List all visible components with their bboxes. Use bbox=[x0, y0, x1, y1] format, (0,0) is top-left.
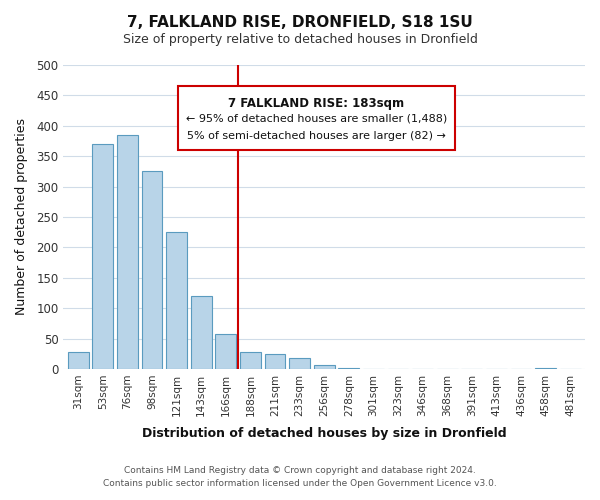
Bar bbox=[314, 366, 335, 369]
Bar bbox=[117, 135, 138, 369]
Bar bbox=[265, 354, 286, 369]
Bar bbox=[215, 334, 236, 369]
Bar bbox=[166, 232, 187, 369]
Bar bbox=[338, 368, 359, 369]
FancyBboxPatch shape bbox=[178, 86, 455, 150]
Text: 7 FALKLAND RISE: 183sqm: 7 FALKLAND RISE: 183sqm bbox=[229, 97, 404, 110]
Bar bbox=[142, 172, 163, 369]
Text: Contains HM Land Registry data © Crown copyright and database right 2024.
Contai: Contains HM Land Registry data © Crown c… bbox=[103, 466, 497, 487]
Bar bbox=[535, 368, 556, 369]
Text: 5% of semi-detached houses are larger (82) →: 5% of semi-detached houses are larger (8… bbox=[187, 132, 446, 141]
Y-axis label: Number of detached properties: Number of detached properties bbox=[15, 118, 28, 316]
Bar bbox=[92, 144, 113, 369]
Bar bbox=[289, 358, 310, 369]
Text: ← 95% of detached houses are smaller (1,488): ← 95% of detached houses are smaller (1,… bbox=[186, 114, 447, 124]
Bar bbox=[68, 352, 89, 369]
Text: 7, FALKLAND RISE, DRONFIELD, S18 1SU: 7, FALKLAND RISE, DRONFIELD, S18 1SU bbox=[127, 15, 473, 30]
X-axis label: Distribution of detached houses by size in Dronfield: Distribution of detached houses by size … bbox=[142, 427, 506, 440]
Bar bbox=[240, 352, 261, 369]
Bar bbox=[191, 296, 212, 369]
Text: Size of property relative to detached houses in Dronfield: Size of property relative to detached ho… bbox=[122, 32, 478, 46]
